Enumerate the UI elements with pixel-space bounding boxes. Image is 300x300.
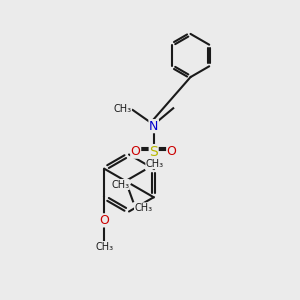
Text: CH₃: CH₃ bbox=[134, 203, 153, 213]
Text: O: O bbox=[99, 214, 109, 227]
Text: CH₃: CH₃ bbox=[113, 103, 131, 113]
Text: O: O bbox=[131, 145, 141, 158]
Text: CH₃: CH₃ bbox=[111, 179, 129, 190]
Text: CH₃: CH₃ bbox=[146, 159, 164, 169]
Text: N: N bbox=[149, 120, 158, 133]
Text: CH₃: CH₃ bbox=[95, 242, 113, 252]
Text: S: S bbox=[149, 145, 158, 159]
Text: O: O bbox=[167, 145, 177, 158]
